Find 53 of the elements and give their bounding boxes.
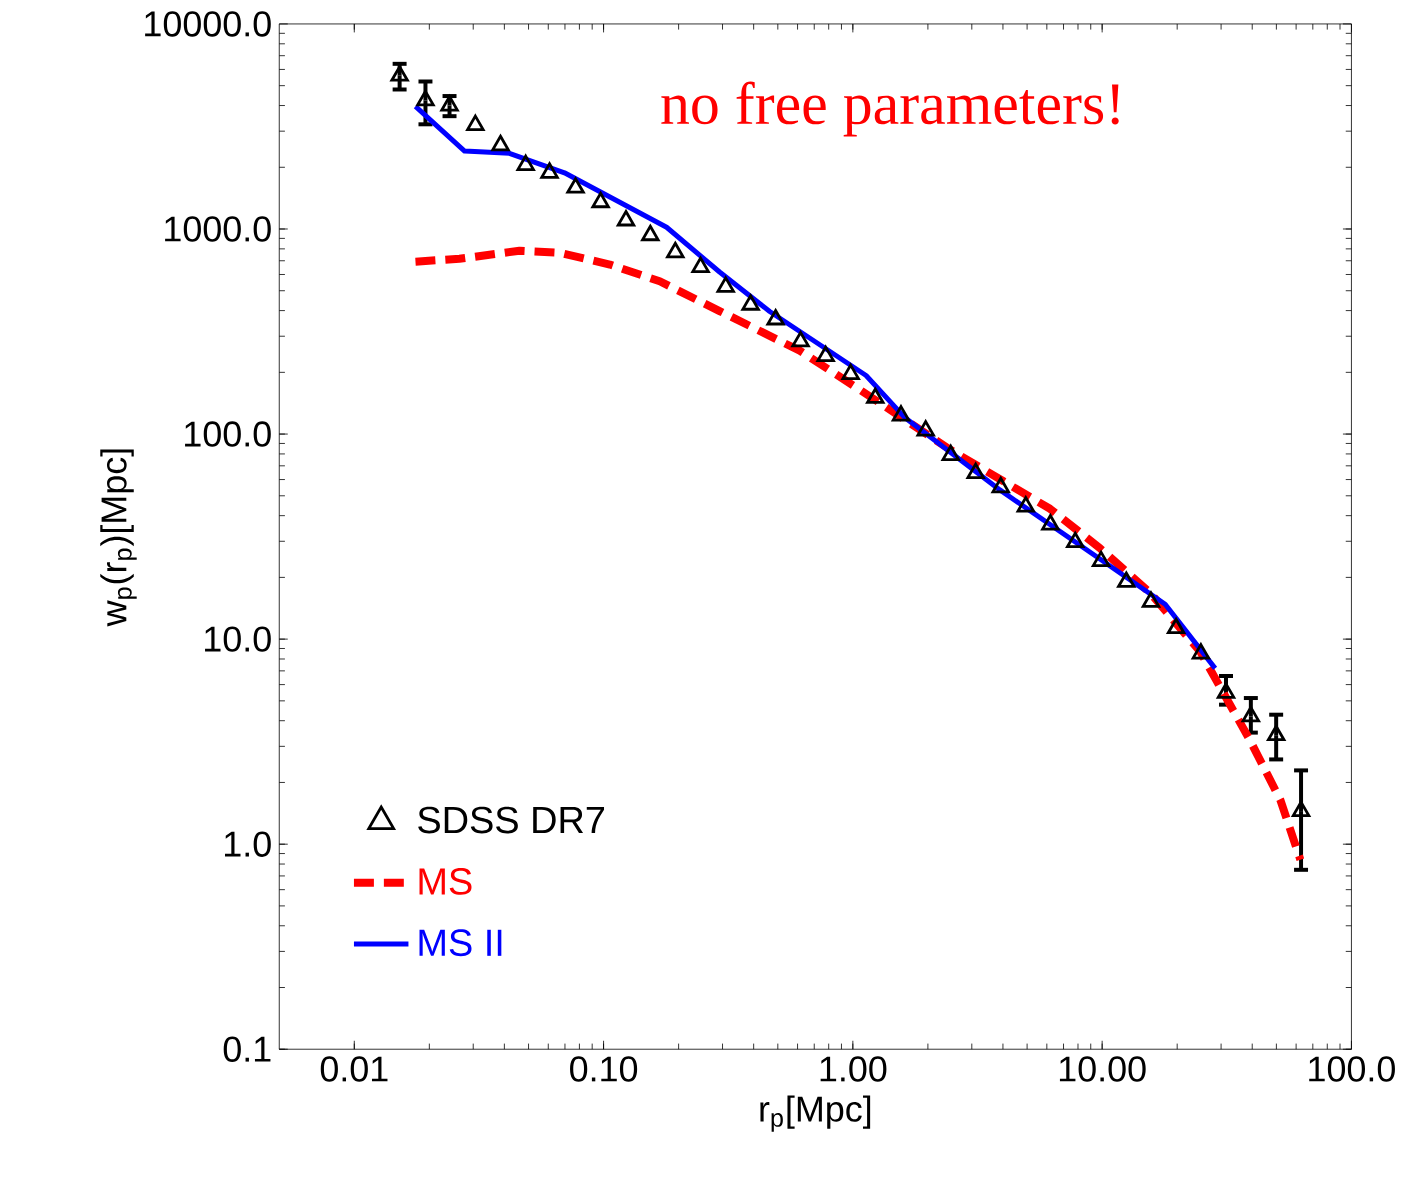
point bbox=[691, 256, 710, 274]
x-tick-label: 100.0 bbox=[1309, 1056, 1395, 1082]
point bbox=[566, 177, 585, 194]
x-tick-label: 0.01 bbox=[320, 1056, 388, 1082]
point bbox=[1091, 550, 1111, 568]
point bbox=[540, 162, 559, 179]
y-tick-label: 10.0 bbox=[205, 626, 271, 652]
point bbox=[841, 363, 860, 381]
point bbox=[816, 345, 835, 363]
point bbox=[716, 276, 735, 293]
point bbox=[1166, 617, 1186, 635]
point bbox=[1266, 724, 1286, 742]
point bbox=[1141, 591, 1161, 608]
legend-label: MS bbox=[419, 868, 472, 895]
point bbox=[1041, 514, 1060, 531]
point bbox=[491, 134, 510, 152]
point bbox=[1291, 800, 1311, 818]
x-axis-title: r$_{p}$[Mpc] bbox=[760, 1095, 871, 1132]
point bbox=[866, 387, 885, 404]
point bbox=[1066, 531, 1085, 549]
point bbox=[1016, 496, 1035, 513]
y-axis-title: w$_{p}$(r$_{p}$)[Mpc] bbox=[100, 449, 137, 627]
point bbox=[466, 114, 485, 132]
point bbox=[1117, 571, 1136, 588]
x-tick-label: 0.10 bbox=[570, 1056, 638, 1082]
point bbox=[440, 95, 459, 112]
point bbox=[966, 462, 985, 480]
legend-label: MS II bbox=[419, 929, 502, 957]
annotation: no free parameters! bbox=[661, 81, 1119, 137]
point bbox=[741, 294, 760, 311]
point bbox=[991, 476, 1010, 494]
point bbox=[916, 420, 935, 437]
y-tick-label: 1000.0 bbox=[165, 216, 271, 242]
point bbox=[791, 331, 810, 348]
point bbox=[516, 154, 535, 172]
y-tick-label: 100.0 bbox=[185, 421, 271, 447]
point bbox=[766, 309, 785, 326]
legend-label: SDSS DR7 bbox=[418, 806, 605, 834]
point bbox=[416, 90, 435, 107]
point bbox=[616, 210, 636, 227]
x-tick-label: 10.00 bbox=[1059, 1056, 1146, 1082]
point bbox=[666, 241, 685, 259]
point bbox=[591, 191, 610, 209]
y-tick-label: 10000.0 bbox=[145, 11, 271, 37]
point bbox=[1191, 643, 1211, 660]
x-tick-label: 1.00 bbox=[820, 1056, 887, 1082]
point bbox=[641, 224, 660, 242]
y-tick-label: 0.1 bbox=[223, 1036, 271, 1062]
point bbox=[941, 444, 960, 462]
point bbox=[1216, 682, 1236, 699]
point bbox=[891, 405, 911, 422]
y-tick-label: 1.0 bbox=[225, 831, 271, 857]
point bbox=[1241, 706, 1261, 723]
